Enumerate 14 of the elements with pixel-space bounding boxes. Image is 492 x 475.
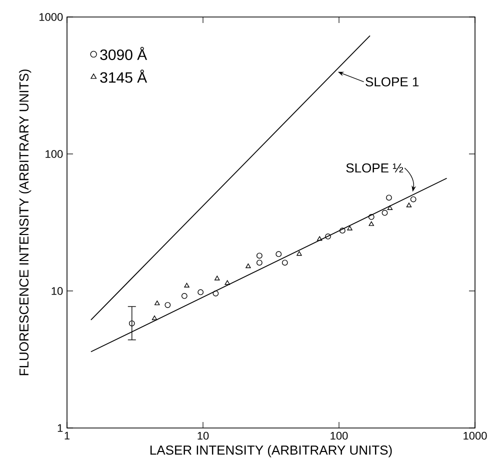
y-tick-label: 1 (58, 424, 63, 432)
x-tick-label: 100 (330, 432, 348, 440)
annotation: SLOPE ½ (346, 163, 404, 173)
legend-label: 3090 Å (100, 46, 148, 60)
y-tick-label: 10 (52, 287, 63, 295)
x-tick-label: 1000 (464, 432, 487, 440)
annotation: SLOPE 1 (366, 77, 419, 86)
y-tick-label: 100 (46, 150, 63, 158)
legend-label: 3145 Å (100, 70, 148, 83)
x-axis-title: LASER INTENSITY (ARBITRARY UNITS) (150, 445, 392, 458)
y-axis-title: FLUORESCENCE INTENSITY (ARBITRARY UNITS) (19, 70, 32, 376)
y-tick-label: 1000 (40, 13, 63, 21)
x-tick-label: 1 (64, 432, 70, 440)
x-tick-label: 10 (198, 432, 209, 440)
